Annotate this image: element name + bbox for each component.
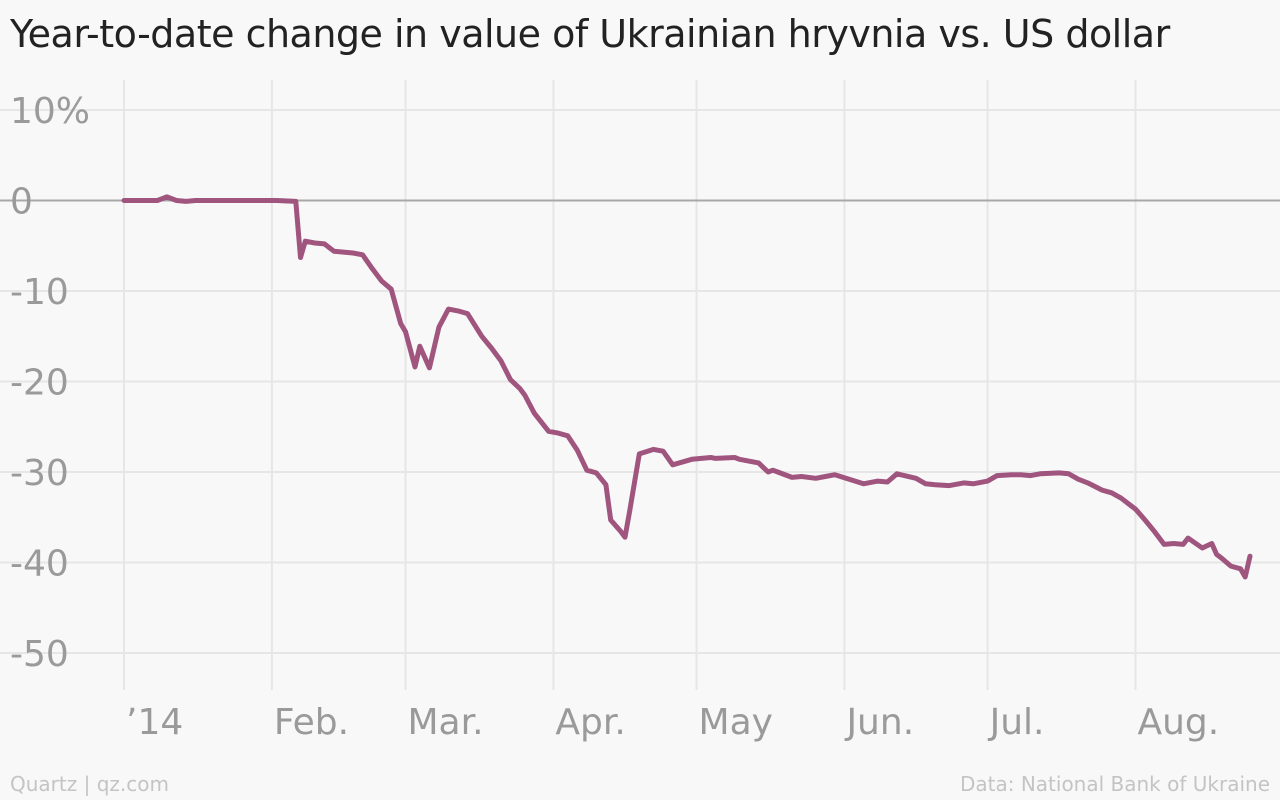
y-tick-label: -30 [10, 453, 69, 494]
chart-title: Year-to-date change in value of Ukrainia… [10, 12, 1170, 56]
source-credit: Quartz | qz.com [10, 772, 169, 796]
y-tick-label: -20 [10, 363, 69, 404]
x-tick-label: Aug. [1137, 702, 1219, 743]
y-tick-label: -10 [10, 272, 69, 313]
y-tick-label: -40 [10, 544, 69, 585]
x-tick-label: Feb. [274, 702, 349, 743]
y-tick-label: 0 [10, 182, 33, 223]
x-tick-label: ’14 [126, 702, 183, 743]
y-axis-labels: 10% 0 -10 -20 -30 -40 -50 [10, 91, 90, 675]
x-axis-labels: ’14 Feb. Mar. Apr. May Jun. Jul. Aug. [126, 702, 1219, 743]
y-tick-label: -50 [10, 634, 69, 675]
series-line-hryvnia-change [121, 194, 1253, 580]
x-tick-label: Jul. [988, 702, 1045, 743]
x-gridlines [123, 80, 1137, 690]
data-source-note: Data: National Bank of Ukraine [959, 772, 1270, 796]
y-tick-label: 10% [10, 91, 90, 132]
x-tick-label: Mar. [408, 702, 484, 743]
y-gridlines [0, 109, 1280, 654]
x-tick-label: May [699, 702, 773, 743]
x-tick-label: Apr. [555, 702, 625, 743]
x-tick-label: Jun. [844, 702, 914, 743]
